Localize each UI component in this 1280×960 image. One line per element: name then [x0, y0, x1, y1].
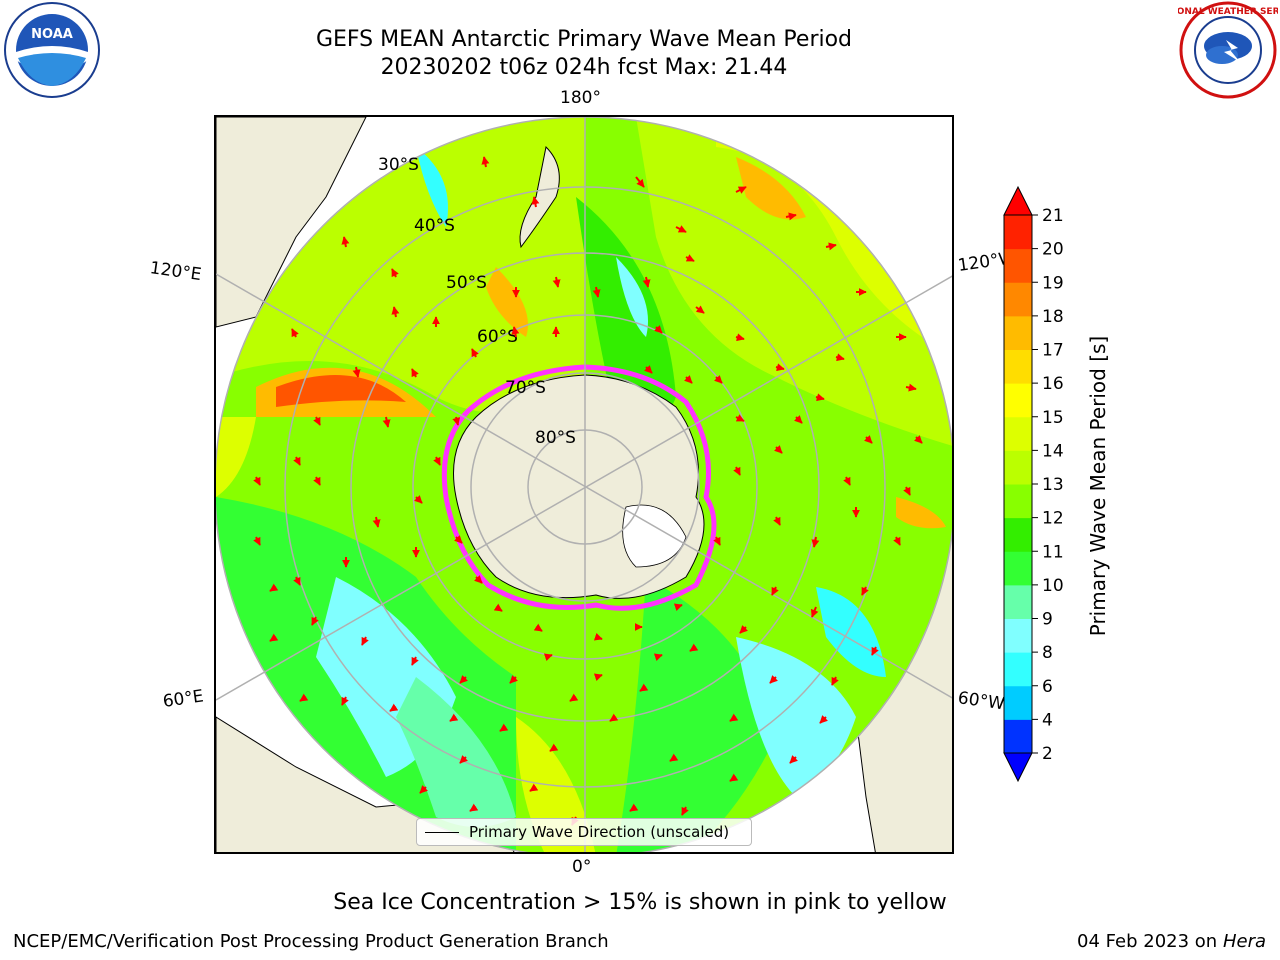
sea-ice-note: Sea Ice Concentration > 15% is shown in … [333, 890, 947, 915]
lat-label-60s: 60°S [477, 327, 518, 347]
colorbar-band [1004, 282, 1032, 317]
colorbar-band [1004, 416, 1032, 451]
colorbar-tick-label: 11 [1042, 542, 1064, 562]
colorbar-band [1004, 584, 1032, 619]
colorbar-tick-label: 15 [1042, 408, 1064, 428]
map-panel: 30°S 40°S 50°S 60°S 70°S 80°S [214, 115, 954, 854]
colorbar-tick-label: 8 [1042, 643, 1053, 663]
graticule [216, 117, 952, 852]
ross-ice-shelf [622, 504, 687, 568]
colorbar-tick-label: 13 [1042, 475, 1064, 495]
colorbar-under-triangle [1003, 752, 1033, 783]
wave-direction-arrows [253, 156, 923, 826]
colorbar-ticks: 2 4 6 8 9 10 11 12 13 14 15 16 17 18 19 20 21 [1032, 206, 1064, 764]
colorbar-band [1004, 685, 1032, 720]
colorbar-band [1004, 652, 1032, 687]
lat-label-80s: 80°S [535, 428, 576, 448]
colorbar-tick-label: 20 [1042, 240, 1064, 260]
colorbar-tick-label: 10 [1042, 576, 1064, 596]
map-legend: Primary Wave Direction (unscaled) [416, 818, 752, 846]
noaa-logo: NOAA [4, 2, 100, 98]
colorbar-tick-label: 21 [1042, 206, 1064, 226]
colorbar-tick-label: 14 [1042, 441, 1064, 461]
colorbar-tick-label: 2 [1042, 744, 1053, 764]
colorbar-label: Primary Wave Mean Period [s] [1086, 335, 1110, 637]
nws-wordmark: NATIONAL WEATHER SERVICE [1178, 7, 1278, 17]
antarctic-wave-map: 30°S 40°S 50°S 60°S 70°S 80°S [216, 117, 952, 852]
colorbar-tick-label: 9 [1042, 610, 1053, 630]
longitude-label-0: 0° [572, 857, 592, 877]
colorbar-band [1004, 719, 1032, 754]
colorbar-tick-label: 18 [1042, 307, 1064, 327]
colorbar-tick-label: 17 [1042, 341, 1064, 361]
colorbar-tick-label: 4 [1042, 710, 1053, 730]
footer-organization: NCEP/EMC/Verification Post Processing Pr… [13, 931, 609, 952]
lat-label-40s: 40°S [414, 216, 455, 236]
longitude-label-60e: 60°E [161, 686, 205, 712]
chart-subtitle: 20230202 t06z 024h fcst Max: 21.44 [380, 55, 788, 80]
colorbar-tick-label: 12 [1042, 509, 1064, 529]
colorbar-band [1004, 215, 1032, 250]
australia-land [216, 117, 367, 328]
longitude-label-60w: 60°W [956, 688, 1006, 715]
colorbar-band [1004, 517, 1032, 552]
colorbar-band [1004, 450, 1032, 485]
colorbar-over-triangle [1003, 185, 1033, 216]
longitude-label-180: 180° [560, 88, 601, 108]
colorbar-band [1004, 315, 1032, 350]
colorbar-band [1004, 248, 1032, 283]
colorbar-band [1004, 551, 1032, 586]
colorbar-band [1004, 383, 1032, 418]
new-zealand-land [519, 145, 560, 249]
colorbar-tick-label: 16 [1042, 374, 1064, 394]
lat-label-30s: 30°S [378, 155, 419, 175]
lat-label-50s: 50°S [446, 273, 487, 293]
footer-host: Hera [1222, 931, 1266, 952]
antarctica-land [453, 374, 705, 599]
colorbar-tick-label: 19 [1042, 273, 1064, 293]
lat-label-70s: 70°S [505, 378, 546, 398]
legend-label: Primary Wave Direction (unscaled) [469, 823, 730, 841]
footer-date: 04 Feb 2023 on Hera [1077, 931, 1266, 952]
noaa-wordmark: NOAA [31, 27, 73, 42]
nws-logo: NATIONAL WEATHER SERVICE [1178, 1, 1278, 99]
colorbar: 2 4 6 8 9 10 11 12 13 14 15 16 17 18 19 20 21 [1003, 185, 1064, 783]
legend-line-swatch [425, 832, 459, 833]
colorbar-band [1004, 484, 1032, 519]
colorbar-bands [1004, 215, 1032, 754]
colorbar-band [1004, 349, 1032, 384]
colorbar-band [1004, 618, 1032, 653]
chart-title: GEFS MEAN Antarctic Primary Wave Mean Pe… [315, 27, 853, 52]
colorbar-tick-label: 6 [1042, 677, 1053, 697]
longitude-label-120e: 120°E [148, 258, 203, 286]
footer-date-text: 04 Feb 2023 on [1077, 931, 1218, 952]
